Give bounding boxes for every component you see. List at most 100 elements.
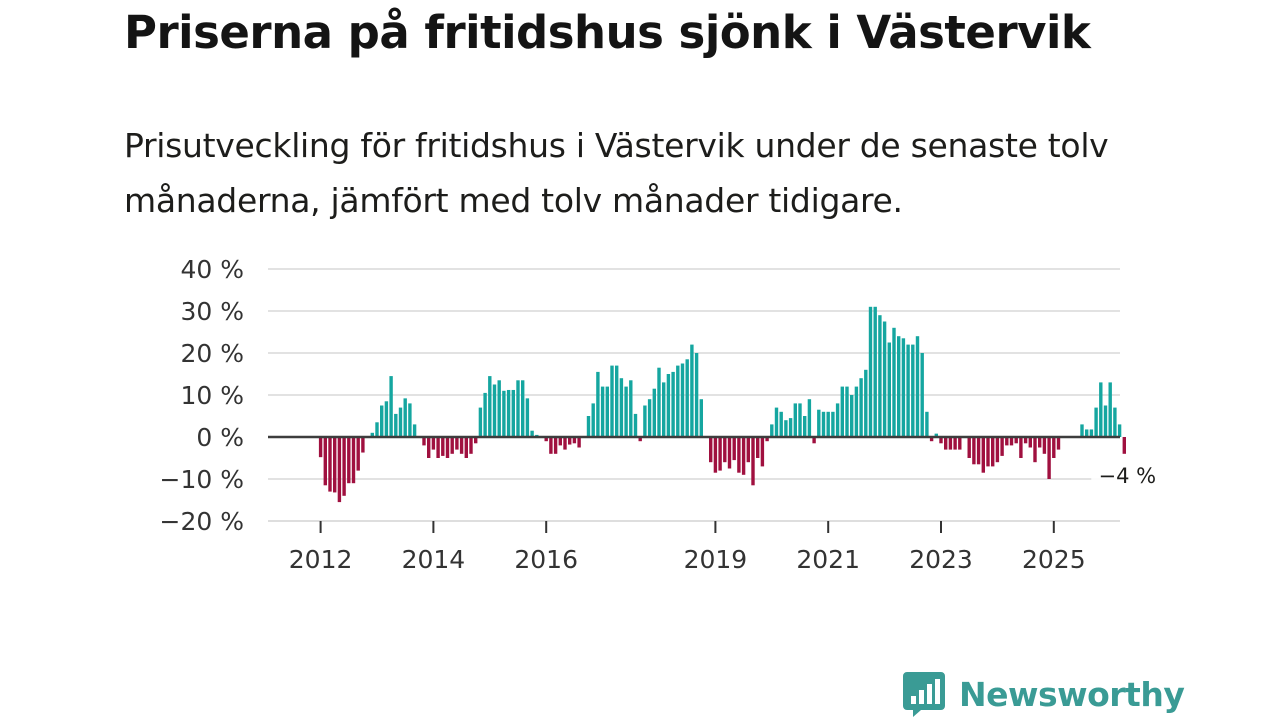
data-bar <box>643 405 647 437</box>
data-bar <box>1056 437 1061 450</box>
data-bar <box>662 382 666 437</box>
data-bar <box>934 433 938 437</box>
data-bar <box>1005 437 1009 446</box>
data-bar <box>765 437 769 442</box>
data-bar <box>676 365 680 437</box>
data-bar <box>1094 407 1098 437</box>
data-bar <box>1108 382 1112 437</box>
data-bar <box>826 411 830 437</box>
data-bar <box>788 418 793 437</box>
data-bar <box>488 376 492 437</box>
data-bar <box>441 437 445 456</box>
data-bar <box>380 405 384 437</box>
data-bar <box>629 380 633 437</box>
end-value-label: −4 % <box>1099 464 1157 488</box>
data-bar <box>995 437 1000 463</box>
data-bar <box>817 409 821 437</box>
data-bar <box>981 437 985 473</box>
data-bar <box>1023 437 1028 444</box>
data-bar <box>1014 437 1018 444</box>
x-tick-label: 2019 <box>684 545 748 574</box>
data-bar <box>727 437 732 469</box>
data-bar <box>774 407 779 437</box>
data-bar <box>1052 437 1056 458</box>
data-bar <box>403 398 407 437</box>
data-bar <box>859 378 863 437</box>
data-bar <box>478 407 483 437</box>
data-bar <box>615 365 619 437</box>
data-bar <box>958 437 962 450</box>
data-bar <box>699 399 703 437</box>
y-tick-label: −20 % <box>160 507 244 536</box>
labels: 40 % 30 % 20 % 10 % 0 % −10 % −20 % 2012 2014 201… <box>160 255 1162 574</box>
data-bar <box>384 401 389 437</box>
data-bar <box>948 437 953 450</box>
data-bar <box>868 306 873 437</box>
data-bar <box>1000 437 1004 456</box>
data-bar <box>521 380 525 437</box>
data-bar <box>450 437 454 454</box>
data-bar <box>375 422 379 437</box>
data-bar <box>328 437 332 492</box>
data-bar <box>511 389 515 437</box>
x-tick-label: 2021 <box>796 545 860 574</box>
data-bar <box>436 437 440 458</box>
data-bar <box>760 437 765 467</box>
data-bar <box>563 437 567 450</box>
data-bar <box>1113 407 1117 437</box>
data-bar <box>558 437 562 446</box>
data-bar <box>915 336 920 437</box>
data-bar <box>657 367 661 437</box>
data-bar <box>751 437 755 486</box>
data-bar <box>1019 437 1023 458</box>
data-bar <box>422 437 426 446</box>
data-bar <box>920 353 924 437</box>
data-bar <box>459 437 464 454</box>
data-bar <box>464 437 468 458</box>
data-bar <box>793 403 797 437</box>
x-tick-label: 2014 <box>402 545 466 574</box>
data-bar <box>553 437 558 454</box>
data-bar <box>737 437 741 473</box>
data-bar <box>746 437 750 463</box>
data-bar <box>544 437 548 442</box>
data-bar <box>892 327 896 437</box>
data-bar <box>610 365 614 437</box>
x-tick-label: 2012 <box>289 545 353 574</box>
data-bar <box>525 398 530 437</box>
data-bar <box>972 437 976 465</box>
data-bar <box>605 386 609 437</box>
data-bar <box>831 411 835 437</box>
data-bar <box>929 437 934 442</box>
data-bar <box>455 437 459 450</box>
data-bar <box>474 437 478 444</box>
data-bar <box>530 430 534 437</box>
bar-chart-bubble-icon <box>903 672 945 717</box>
data-bar <box>506 389 511 437</box>
data-bar <box>333 437 337 493</box>
data-bar <box>568 437 572 445</box>
end-label-bg <box>1091 458 1162 488</box>
data-bar <box>1038 437 1042 448</box>
data-bar <box>591 403 595 437</box>
y-tick-label: 0 % <box>196 423 244 452</box>
data-bar <box>619 378 624 437</box>
brand-logo: Newsworthy <box>903 670 1185 718</box>
data-bar <box>318 437 323 458</box>
data-bar <box>967 437 971 458</box>
data-bar <box>1080 424 1084 437</box>
data-bar <box>1103 405 1108 437</box>
data-bar <box>807 399 812 437</box>
data-bar <box>873 306 877 437</box>
data-bar <box>586 416 591 437</box>
data-bar <box>398 407 403 437</box>
data-bar <box>845 386 849 437</box>
data-bar <box>976 437 981 465</box>
data-bar <box>709 437 713 463</box>
data-bar <box>864 369 868 437</box>
data-bar <box>770 424 774 437</box>
data-bar <box>944 437 948 450</box>
data-bar <box>577 437 581 448</box>
data-bar <box>1085 429 1089 437</box>
